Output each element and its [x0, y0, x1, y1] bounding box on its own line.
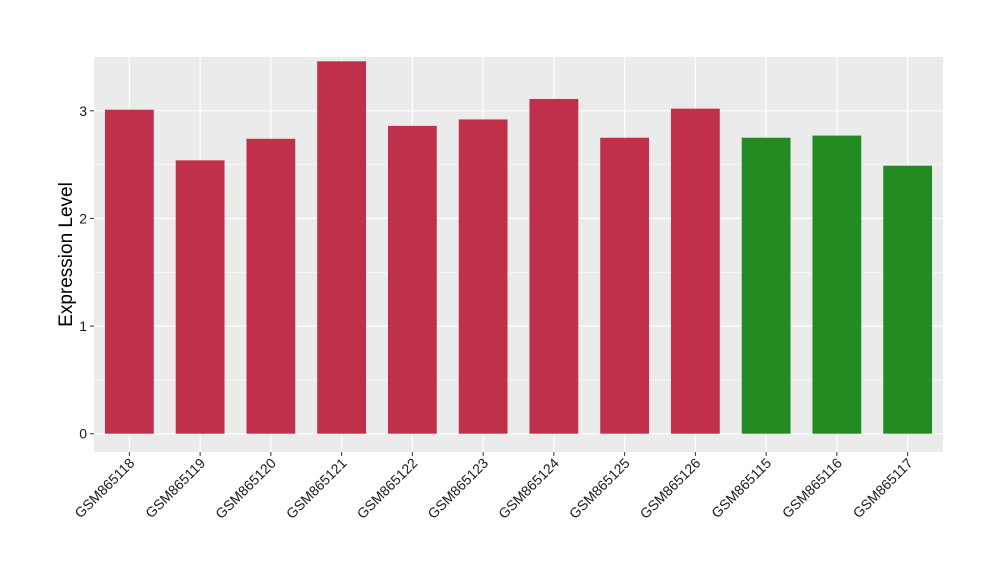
bar-GSM865124	[529, 98, 579, 434]
bar-GSM865121	[317, 61, 367, 434]
bars	[104, 61, 933, 434]
y-tick-label: 0	[79, 426, 87, 442]
bar-GSM865117	[883, 165, 933, 434]
y-axis: 0 1 2 3	[79, 103, 94, 442]
bar-GSM865119	[175, 160, 225, 434]
bar-GSM865125	[600, 137, 650, 434]
bar-GSM865126	[670, 108, 720, 434]
x-tick-label: GSM865115	[708, 455, 774, 521]
bar-GSM865120	[246, 138, 296, 434]
bar-GSM865123	[458, 119, 508, 434]
x-tick-label: GSM865117	[850, 455, 916, 521]
x-tick-label: GSM865120	[212, 455, 279, 522]
plot-panel	[94, 57, 943, 452]
y-tick-label: 3	[79, 103, 87, 119]
bar-GSM865122	[387, 125, 437, 434]
bar-GSM865115	[741, 137, 791, 434]
y-tick-label: 2	[79, 210, 87, 226]
x-tick-label: GSM865123	[424, 455, 491, 522]
grid-minor	[94, 164, 943, 381]
y-tick-label: 1	[79, 318, 87, 334]
bar-GSM865116	[812, 135, 862, 434]
x-tick-label: GSM865119	[142, 455, 208, 521]
y-axis-title: Expression Level	[56, 182, 77, 327]
x-axis: GSM865118 GSM865119 GSM865120 GSM865121 GSM8…	[71, 452, 916, 522]
bar-GSM865118	[104, 109, 154, 434]
x-tick-label: GSM865126	[637, 455, 704, 522]
x-tick-label: GSM865116	[779, 455, 845, 521]
x-tick-label: GSM865122	[354, 455, 421, 522]
x-tick-label: GSM865125	[566, 455, 633, 522]
x-tick-label: GSM865121	[283, 455, 350, 522]
x-tick-label: GSM865118	[71, 455, 137, 521]
x-tick-label: GSM865124	[495, 455, 562, 522]
